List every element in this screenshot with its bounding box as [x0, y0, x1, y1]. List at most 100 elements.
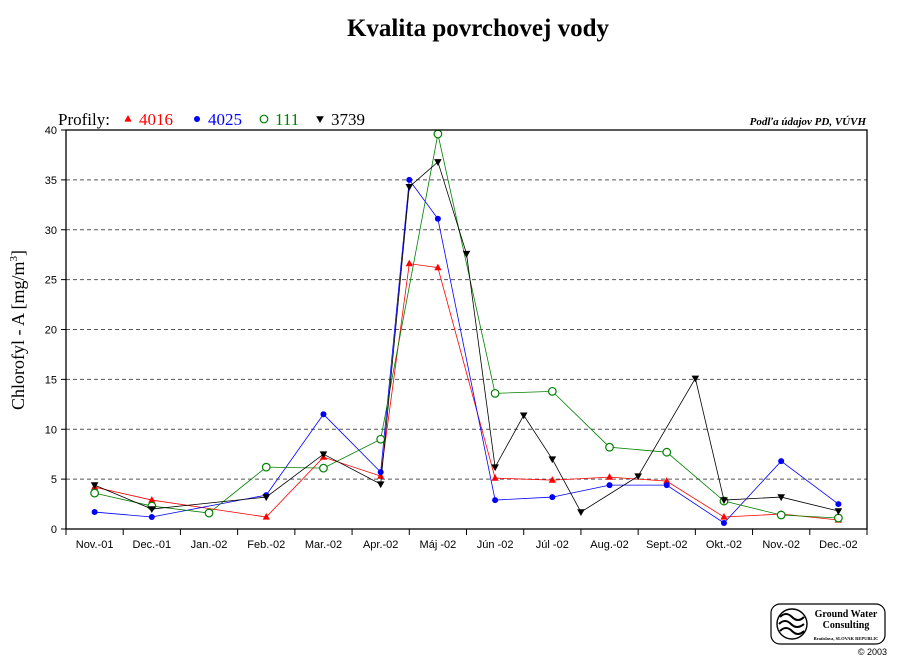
data-point-3739 [319, 451, 328, 459]
x-axis-ticks: Nov.-01 Dec.-01 Jan.-02 Feb.-02 Mar.-02 Apr.-… [65, 529, 868, 551]
x-tick-label: Sept.-02 [646, 539, 688, 551]
wave-logo-icon [776, 608, 808, 640]
logo-line3: Bratislava, SLOVAK REPUBLIC [814, 636, 879, 641]
x-tick-label: Júl -02 [536, 539, 569, 551]
legend-marker-4025 [194, 116, 200, 122]
data-point-3739 [405, 184, 414, 191]
data-point-4016 [491, 474, 499, 481]
data-point-3739 [577, 509, 585, 517]
series-4016 [91, 259, 842, 523]
x-tick-label: Mar.-02 [305, 539, 342, 551]
legend-prefix: Profily: [58, 110, 110, 129]
legend-label-4025: 4025 [208, 110, 242, 129]
chart-title: Kvalita povrchovej vody [347, 15, 610, 42]
series-line-4025 [94, 178, 839, 524]
x-tick-label: Máj -02 [420, 539, 457, 551]
data-point-4025 [377, 469, 384, 476]
y-tick-label: 30 [45, 225, 57, 237]
data-point-111 [490, 388, 500, 398]
data-point-4016 [405, 259, 413, 267]
data-point-4025 [778, 458, 785, 465]
data-point-4025 [606, 482, 613, 489]
x-tick-label: Dec.-02 [819, 539, 858, 551]
legend-marker-3739 [316, 116, 324, 123]
data-point-4025 [148, 514, 155, 521]
data-point-4025 [492, 497, 499, 504]
series-layer [90, 129, 843, 527]
data-point-3739 [491, 464, 499, 472]
x-tick-label: Nov.-02 [762, 539, 800, 551]
data-point-3739 [90, 482, 99, 490]
data-point-3739 [262, 494, 271, 502]
data-point-4025 [663, 482, 670, 489]
x-tick-label: Aug.-02 [590, 539, 629, 551]
grid-lines [66, 179, 867, 480]
legend: Profily: 4016 4025 111 3739 [58, 110, 365, 129]
y-tick-label: 20 [45, 325, 57, 337]
y-axis-label: Chlorofyl - A [mg/m3] [8, 250, 28, 410]
legend-marker-4016 [124, 115, 132, 122]
company-logo: Ground Water Consulting Bratislava, SLOV… [770, 603, 887, 657]
data-point-3739 [548, 456, 557, 464]
data-point-111 [376, 434, 386, 444]
y-axis-ticks: 0 5 10 15 20 25 30 35 40 [45, 125, 66, 536]
data-point-3739 [148, 506, 156, 514]
y-axis-label-main: Chlorofyl - A [mg/m [8, 262, 28, 411]
data-point-111 [776, 510, 786, 520]
data-point-111 [547, 386, 557, 396]
data-point-4016 [720, 513, 728, 520]
x-tick-label: Dec.-01 [133, 539, 172, 551]
data-point-4016 [262, 513, 270, 520]
y-tick-label: 0 [51, 524, 57, 536]
logo-line2: Consulting [823, 620, 870, 631]
data-point-4025 [835, 501, 842, 508]
series-111 [90, 129, 843, 523]
data-point-3739 [376, 481, 385, 489]
series-line-111 [94, 133, 839, 519]
x-tick-label: Nov.-01 [76, 539, 114, 551]
data-point-3739 [834, 508, 843, 516]
data-point-111 [319, 463, 328, 473]
y-tick-label: 25 [45, 275, 57, 287]
data-point-111 [833, 513, 843, 523]
x-tick-label: Okt.-02 [706, 539, 742, 551]
data-point-4025 [549, 494, 556, 501]
data-point-3739 [434, 159, 442, 166]
plot-frame [65, 129, 868, 530]
x-tick-label: Jan.-02 [191, 539, 228, 551]
data-point-3739 [634, 473, 642, 481]
data-point-4016 [605, 473, 614, 480]
data-point-4016 [434, 263, 442, 271]
data-point-111 [605, 442, 614, 452]
series-line-4016 [94, 263, 839, 521]
data-point-4025 [434, 215, 441, 222]
source-note: Podľa údajov PD, VÚVH [750, 116, 867, 128]
data-point-111 [204, 508, 214, 518]
data-point-4025 [320, 411, 327, 418]
data-point-3739 [777, 494, 785, 502]
data-point-4025 [406, 176, 413, 183]
y-tick-label: 10 [45, 424, 57, 436]
data-point-4016 [148, 496, 156, 503]
data-point-4025 [720, 520, 727, 527]
logo-line1: Ground Water [815, 609, 878, 620]
copyright: © 2003 [858, 647, 887, 657]
data-point-111 [261, 462, 271, 472]
data-point-4016 [548, 476, 556, 483]
data-point-111 [662, 447, 672, 457]
legend-label-111: 111 [275, 110, 299, 129]
series-line-3739 [94, 161, 839, 513]
y-tick-label: 35 [45, 175, 57, 187]
data-point-4016 [663, 477, 671, 484]
data-point-3739 [720, 497, 728, 505]
x-tick-label: Jún -02 [477, 539, 514, 551]
data-point-3739 [519, 412, 528, 420]
data-point-111 [433, 129, 443, 139]
data-point-111 [90, 488, 100, 498]
x-tick-label: Feb.-02 [247, 539, 285, 551]
data-point-3739 [462, 250, 471, 258]
y-tick-label: 15 [45, 374, 57, 386]
data-point-4025 [91, 509, 98, 516]
series-3739 [90, 159, 843, 517]
